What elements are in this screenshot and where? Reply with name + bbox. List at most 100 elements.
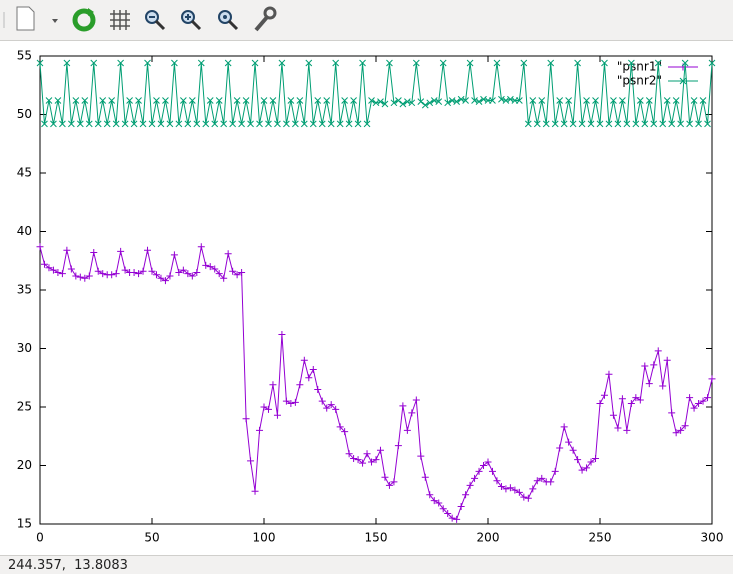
point: [139, 267, 147, 275]
point: [318, 397, 326, 405]
point: [206, 263, 214, 271]
point: [126, 97, 133, 104]
y-tick-label: 15: [17, 517, 32, 531]
point: [54, 97, 62, 104]
point: [350, 454, 358, 462]
point: [121, 266, 129, 274]
point: [345, 120, 353, 128]
point: [112, 270, 120, 278]
point: [453, 515, 461, 523]
point: [376, 446, 384, 454]
zoom-reset-button[interactable]: [218, 10, 239, 31]
point: [569, 120, 577, 128]
point: [292, 120, 299, 128]
point: [117, 59, 124, 67]
point: [435, 98, 443, 105]
point: [193, 120, 201, 128]
point: [699, 397, 707, 405]
point: [385, 481, 393, 489]
point: [502, 97, 510, 104]
point: [256, 426, 264, 434]
point: [628, 59, 635, 67]
point: [85, 120, 93, 128]
point: [565, 97, 572, 104]
point: [587, 458, 595, 466]
point: [690, 97, 698, 104]
zoom-in-button[interactable]: [181, 10, 202, 31]
point: [336, 120, 344, 128]
point: [551, 120, 559, 128]
point: [251, 487, 259, 495]
point: [462, 491, 470, 499]
copy-button[interactable]: [16, 6, 58, 31]
point: [632, 394, 640, 402]
point: [166, 120, 174, 128]
point: [650, 120, 658, 128]
point: [641, 362, 649, 370]
point: [309, 120, 317, 128]
replot-button[interactable]: [72, 8, 96, 32]
point: [529, 97, 537, 104]
point: [152, 271, 160, 279]
point: [390, 99, 398, 107]
y-tick-label: 45: [17, 166, 32, 180]
point: [560, 423, 568, 431]
point: [704, 394, 712, 402]
point: [453, 98, 460, 105]
point: [287, 399, 295, 407]
point: [184, 270, 192, 278]
point: [484, 458, 492, 466]
point: [489, 97, 496, 104]
point: [265, 120, 272, 128]
point: [193, 268, 201, 276]
point: [363, 120, 371, 128]
grid-button[interactable]: [110, 10, 130, 30]
point: [547, 478, 555, 486]
point: [556, 97, 564, 104]
point: [654, 347, 662, 355]
point: [314, 97, 322, 104]
point: [260, 403, 268, 411]
point: [144, 246, 152, 254]
point: [708, 375, 716, 383]
point: [686, 394, 694, 402]
point: [681, 59, 689, 67]
point: [515, 488, 523, 496]
point: [408, 409, 416, 417]
point: [663, 97, 671, 104]
point: [636, 97, 644, 104]
point: [679, 77, 687, 85]
point: [511, 486, 519, 494]
point: [610, 97, 617, 104]
point: [435, 499, 443, 507]
point: [72, 272, 80, 280]
point: [233, 97, 241, 104]
point: [690, 404, 698, 412]
point: [480, 462, 488, 469]
point: [238, 268, 246, 276]
point: [148, 267, 156, 275]
zoom-out-button[interactable]: [145, 10, 166, 31]
point: [430, 497, 438, 505]
settings-button[interactable]: [254, 6, 277, 32]
point: [475, 467, 483, 475]
point: [421, 101, 429, 109]
point: [309, 366, 317, 374]
point: [188, 272, 196, 280]
point: [444, 509, 452, 517]
point: [659, 120, 667, 128]
point: [596, 399, 604, 407]
point: [49, 266, 57, 274]
point: [117, 247, 125, 255]
point: [516, 97, 523, 104]
point: [90, 59, 98, 67]
point: [488, 467, 496, 475]
point: [332, 59, 340, 67]
point: [672, 97, 680, 104]
point: [135, 97, 142, 104]
point: [605, 120, 613, 128]
point: [412, 396, 420, 404]
point: [327, 120, 335, 128]
point: [359, 59, 366, 67]
